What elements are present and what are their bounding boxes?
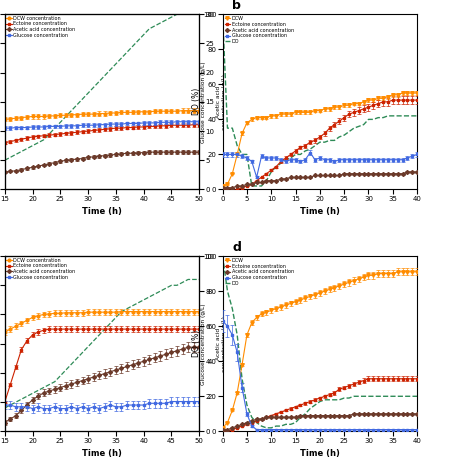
Legend: DCW concentration, Ectoine concentration, Acetic acid concentration, Glucose con: DCW concentration, Ectoine concentration…	[6, 15, 76, 38]
Y-axis label: Acetic acid
concentration (g/L): Acetic acid concentration (g/L)	[216, 74, 227, 130]
Y-axis label: DO (%): DO (%)	[192, 88, 201, 116]
Y-axis label: Glucose concentration (g/L): Glucose concentration (g/L)	[201, 303, 206, 384]
Text: b: b	[232, 0, 241, 12]
Y-axis label: Glucose concentration (g/L): Glucose concentration (g/L)	[201, 61, 206, 143]
X-axis label: Time (h): Time (h)	[300, 449, 340, 458]
Legend: DCW, Ectoine concentration, Acetic acid concentration, Glucose concentration, DO: DCW, Ectoine concentration, Acetic acid …	[224, 257, 294, 286]
Legend: DCW concentration, Ectoine concentration, Acetic acid concentration, Glucose con: DCW concentration, Ectoine concentration…	[6, 257, 76, 280]
Y-axis label: Acetic acid
concentration (g/L): Acetic acid concentration (g/L)	[216, 316, 227, 372]
X-axis label: Time (h): Time (h)	[300, 207, 340, 216]
X-axis label: Time (h): Time (h)	[82, 207, 122, 216]
X-axis label: Time (h): Time (h)	[82, 449, 122, 458]
Y-axis label: DO (%): DO (%)	[192, 330, 201, 357]
Text: d: d	[232, 241, 241, 255]
Legend: DCW, Ectoine concentration, Acetic acid concentration, Glucose concentration, DO: DCW, Ectoine concentration, Acetic acid …	[224, 16, 294, 45]
